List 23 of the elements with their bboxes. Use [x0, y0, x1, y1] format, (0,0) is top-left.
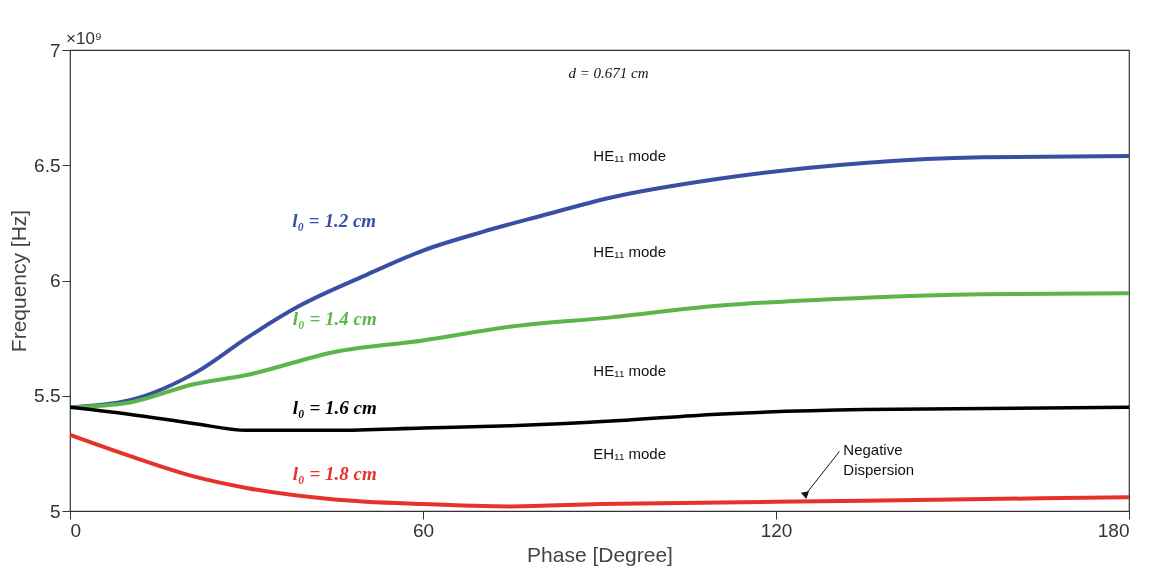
series-label: l₀ = 1.6 cm [292, 397, 377, 419]
y-tick-label: 6.5 [34, 154, 61, 176]
annotation: EH₁₁ mode [593, 444, 667, 462]
y-tick-label: 6 [49, 270, 61, 291]
annotation: HE₁₁ mode [593, 242, 667, 260]
y-tick-label: 5.5 [34, 385, 61, 407]
x-axis-title: Phase [Degree] [527, 542, 673, 566]
line-series [70, 432, 1129, 509]
annotation: d = 0.671 cm [568, 64, 649, 81]
series-label: l₀ = 1.2 cm [292, 209, 377, 231]
annotation: HE₁₁ mode [593, 362, 667, 380]
x-tick-label: 0 [70, 519, 82, 541]
series-label: l₀ = 1.8 cm [292, 463, 377, 485]
x-tick-label: 180 [1097, 519, 1130, 541]
series-label: l₀ = 1.4 cm [292, 307, 377, 329]
x-tick-label: 120 [760, 519, 793, 541]
y-axis-title: Frequency [Hz] [7, 209, 31, 353]
y-tick-label: 5 [49, 500, 61, 522]
annotation: Negative Dispersion [843, 440, 915, 478]
y-tick-label: 7 [49, 39, 61, 61]
annotation: HE₁₁ mode [593, 146, 667, 164]
x-tick-label: 60 [412, 519, 435, 541]
text: ×10⁹ [66, 29, 103, 48]
